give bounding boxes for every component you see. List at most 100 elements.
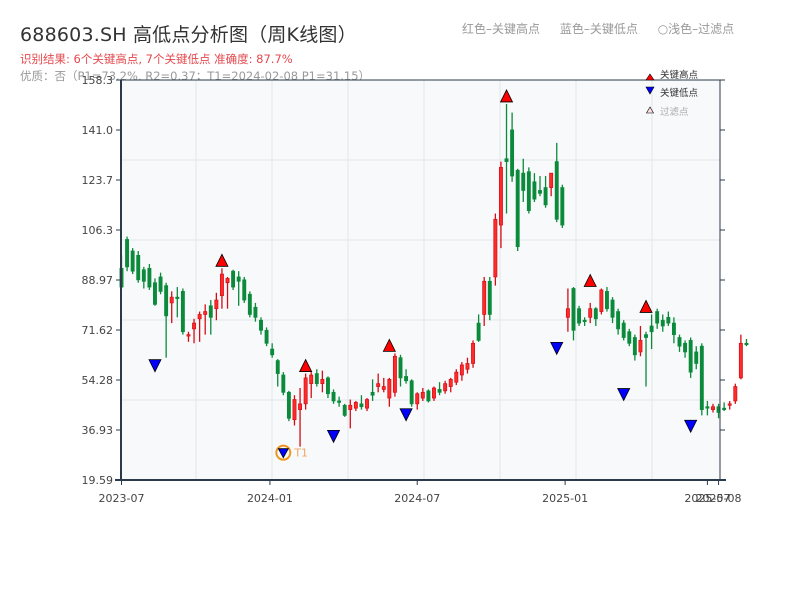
candle	[437, 382, 442, 396]
candle-body	[699, 345, 704, 410]
candle-body	[219, 273, 224, 297]
candle-body	[448, 378, 453, 387]
candle	[504, 103, 509, 214]
candle	[353, 400, 358, 412]
candle-body	[136, 254, 141, 281]
candle	[342, 403, 347, 417]
candle-body	[342, 404, 347, 416]
chart-title: 688603.SH 高低点分析图（周K线图）	[20, 24, 357, 46]
candle-body	[498, 167, 503, 226]
candle	[303, 373, 308, 410]
low-marker-icon	[645, 86, 655, 95]
candle	[348, 399, 353, 429]
key-low-marker-icon	[550, 341, 564, 356]
recognition-result: 识别结果: 6个关键高点, 7个关键低点 准确度: 87.7%	[20, 52, 293, 66]
candle-body	[164, 285, 169, 317]
candle	[298, 387, 303, 447]
candle	[153, 278, 157, 306]
candle	[610, 297, 615, 324]
candle	[465, 357, 470, 374]
candle-body	[370, 391, 375, 396]
key-high-marker-icon	[499, 89, 514, 103]
candle	[292, 395, 297, 426]
candle	[660, 314, 665, 332]
candle	[365, 398, 369, 412]
key-high-marker-icon	[215, 253, 229, 267]
candle	[331, 389, 336, 404]
candle	[644, 331, 648, 387]
candle-body	[141, 269, 146, 282]
candle	[621, 320, 626, 341]
candle-body	[627, 331, 632, 344]
candle	[627, 328, 632, 347]
candle	[426, 389, 431, 403]
candle-body	[711, 406, 715, 410]
y-tick-label: 54.28	[82, 374, 114, 387]
candle	[515, 168, 520, 252]
color-legend: 红色–关键高点 蓝色–关键低点 ○浅色–过滤点	[462, 20, 734, 37]
candle-body	[465, 363, 470, 370]
candle-body	[348, 404, 353, 410]
candle-body	[577, 308, 582, 324]
candle	[482, 276, 487, 326]
candle-body	[538, 190, 542, 194]
x-tick-label: 2023-07	[99, 492, 145, 505]
candle	[125, 236, 130, 272]
candle-body	[487, 280, 492, 315]
candle	[443, 380, 448, 394]
candle-body	[281, 374, 286, 393]
candle-body	[309, 374, 314, 385]
candle	[275, 359, 280, 387]
y-tick-label: 71.62	[82, 324, 114, 337]
candle	[487, 276, 492, 321]
candle	[270, 343, 275, 358]
y-axis-ticks: 19.59 36.93 54.28 71.62 88.97 106.3 123.7 141.0…	[82, 74, 725, 487]
candle-body	[275, 360, 280, 374]
y-tick-label: 106.3	[82, 224, 114, 237]
candle	[683, 340, 688, 358]
candle	[147, 263, 152, 290]
candle-body	[175, 296, 180, 299]
t1-label: T1	[293, 447, 308, 460]
candle-body	[303, 377, 308, 405]
candle	[169, 291, 174, 324]
key-low-marker-icon	[326, 429, 341, 444]
y-tick-label: 88.97	[82, 274, 114, 287]
candle-body	[459, 364, 464, 376]
candle-body	[443, 383, 448, 392]
key-high-marker-icon	[639, 299, 653, 313]
candle	[409, 379, 414, 407]
key-low-marker-icon	[277, 448, 289, 459]
legend-filtered-label: 过滤点	[660, 106, 689, 118]
candle-body	[482, 280, 487, 315]
candle	[387, 377, 392, 407]
candle	[381, 377, 386, 393]
candle-body	[733, 386, 738, 402]
candle-body	[554, 161, 559, 220]
candle	[727, 400, 732, 410]
candle	[314, 369, 319, 387]
filtered-marker-icon	[645, 106, 655, 114]
candle-body	[515, 169, 520, 248]
candle	[376, 373, 381, 393]
candle-body	[158, 276, 163, 292]
candle-body	[593, 308, 598, 320]
candle	[448, 377, 453, 393]
candle	[253, 302, 258, 322]
candle	[420, 387, 425, 401]
x-tick-label: 2024-07	[394, 492, 440, 505]
candle	[192, 318, 196, 344]
candle-body	[694, 351, 699, 364]
candle-body	[286, 391, 291, 419]
candle-body	[660, 319, 665, 327]
candle-body	[638, 340, 643, 353]
candle-body	[616, 311, 621, 330]
candle	[543, 176, 548, 208]
candle-body	[264, 329, 269, 344]
candle-body	[331, 391, 336, 402]
candle-body	[409, 380, 414, 405]
candle-body	[398, 357, 403, 379]
candle-body	[543, 187, 548, 206]
high-marker-icon	[645, 73, 655, 81]
